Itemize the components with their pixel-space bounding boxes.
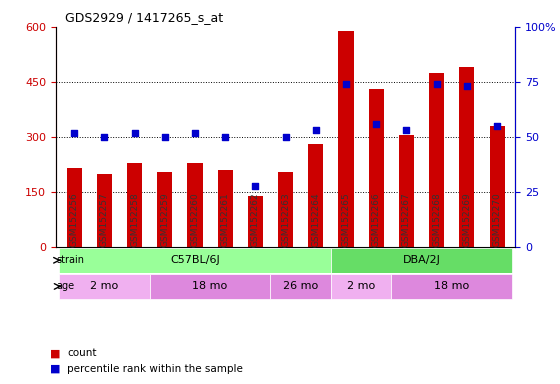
Text: 18 mo: 18 mo [193,281,228,291]
Point [402,127,411,134]
Text: GSM152257: GSM152257 [100,192,109,247]
FancyBboxPatch shape [59,248,331,273]
Point [190,129,199,136]
Text: GSM152270: GSM152270 [493,192,502,247]
Bar [278,172,293,247]
Bar [127,163,142,247]
Text: 2 mo: 2 mo [90,281,119,291]
Point [281,134,290,140]
Bar [218,170,233,247]
Text: GSM152263: GSM152263 [281,192,290,247]
FancyBboxPatch shape [270,274,331,299]
FancyBboxPatch shape [391,274,512,299]
Text: GSM152267: GSM152267 [402,192,411,247]
Point [342,81,351,87]
Text: count: count [67,348,97,358]
FancyBboxPatch shape [331,248,512,273]
Text: GSM152258: GSM152258 [130,192,139,247]
FancyBboxPatch shape [150,274,270,299]
Bar [429,73,444,247]
Text: 18 mo: 18 mo [434,281,469,291]
Point [69,129,78,136]
Text: GSM152266: GSM152266 [372,192,381,247]
Text: GSM152256: GSM152256 [69,192,78,247]
Bar [188,163,203,247]
Text: ■: ■ [50,348,61,358]
Text: ■: ■ [50,364,61,374]
Text: C57BL/6J: C57BL/6J [170,255,220,265]
Bar [399,135,414,247]
Point [463,83,472,89]
Bar [338,31,353,247]
Text: GSM152260: GSM152260 [190,192,199,247]
Text: GSM152259: GSM152259 [160,192,169,247]
Point [493,123,502,129]
Point [251,182,260,189]
Text: GSM152269: GSM152269 [463,192,472,247]
Text: 2 mo: 2 mo [347,281,375,291]
Text: GSM152265: GSM152265 [342,192,351,247]
Text: DBA/2J: DBA/2J [403,255,441,265]
Point [160,134,169,140]
Bar [489,126,505,247]
FancyBboxPatch shape [331,274,391,299]
Point [100,134,109,140]
Text: GDS2929 / 1417265_s_at: GDS2929 / 1417265_s_at [65,11,223,24]
Text: GSM152262: GSM152262 [251,192,260,247]
Point [432,81,441,87]
Text: GSM152268: GSM152268 [432,192,441,247]
Text: percentile rank within the sample: percentile rank within the sample [67,364,243,374]
Point [311,127,320,134]
Text: GSM152264: GSM152264 [311,192,320,247]
Bar [368,89,384,247]
Point [130,129,139,136]
Bar [67,168,82,247]
Bar [459,67,474,247]
Text: strain: strain [57,255,85,265]
Text: 26 mo: 26 mo [283,281,318,291]
Point [221,134,230,140]
Text: GSM152261: GSM152261 [221,192,230,247]
Bar [157,172,172,247]
FancyBboxPatch shape [59,274,150,299]
Text: age: age [57,281,74,291]
Bar [308,144,323,247]
Bar [248,196,263,247]
Point [372,121,381,127]
Bar [97,174,112,247]
